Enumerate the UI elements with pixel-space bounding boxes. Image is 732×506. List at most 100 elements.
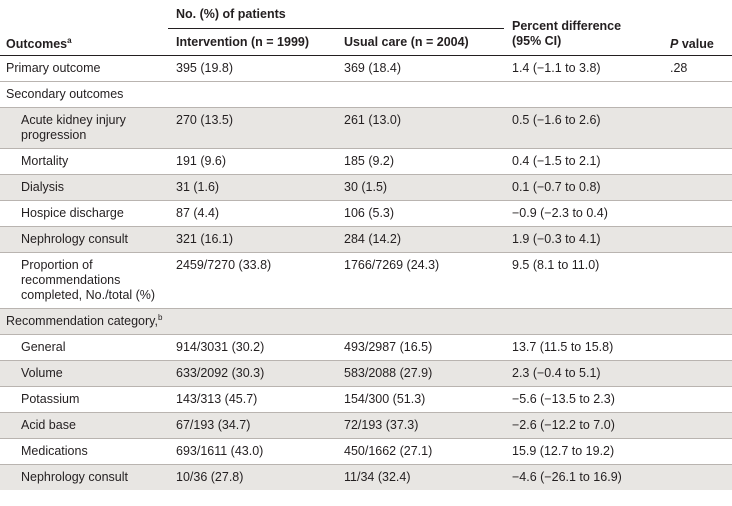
outcome-label-text: Medications [21, 444, 88, 458]
usual-care-value [336, 82, 504, 108]
percent-difference-value: 1.9 (−0.3 to 4.1) [512, 232, 601, 246]
p-value [670, 465, 732, 491]
patients-group-header: No. (%) of patients [168, 0, 504, 29]
intervention-value: 67/193 (34.7) [176, 418, 251, 432]
usual-care-value: 261 (13.0) [344, 113, 401, 127]
p-value [670, 309, 732, 335]
intervention-value: 633/2092 (30.3) [176, 366, 265, 380]
usual-care-value: 284 (14.2) [344, 232, 401, 246]
outcome-label: Secondary outcomes [0, 82, 168, 108]
intervention-value: 395 (19.8) [176, 61, 233, 75]
usual-care-value: 11/34 (32.4) [344, 470, 411, 484]
outcome-label: Proportion of recommendations completed,… [0, 253, 168, 309]
outcomes-footnote-marker: a [67, 35, 72, 45]
table-row: Nephrology consult 10/36 (27.8) 11/34 (32.… [0, 464, 732, 491]
outcome-label: Nephrology consult [0, 465, 168, 491]
outcome-label-text: Nephrology consult [21, 470, 129, 484]
outcomes-table: Outcomesa No. (%) of patients Percent di… [0, 0, 732, 490]
intervention-value: 31 (1.6) [176, 180, 220, 194]
intervention-column-header: Intervention (n = 1999) [176, 35, 310, 49]
usual-care-value: 72/193 (37.3) [344, 418, 419, 432]
percent-difference-value: −5.6 (−13.5 to 2.3) [512, 392, 615, 406]
outcome-label-text: Primary outcome [6, 61, 101, 75]
outcome-label-text: Acid base [21, 418, 76, 432]
intervention-value: 87 (4.4) [176, 206, 220, 220]
outcome-label-text: General [21, 340, 66, 354]
p-value [670, 335, 732, 361]
p-value [670, 361, 732, 387]
p-value [670, 82, 732, 108]
p-value [670, 387, 732, 413]
outcomes-header-text: Outcomes [6, 37, 68, 51]
percent-difference-value: 2.3 (−0.4 to 5.1) [512, 366, 601, 380]
usual-care-value: 1766/7269 (24.3) [344, 258, 440, 272]
p-value [670, 227, 732, 253]
usual-care-column-header: Usual care (n = 2004) [344, 35, 469, 49]
percent-difference-header: Percent difference (95% CI) [504, 0, 670, 56]
p-value [670, 108, 732, 149]
p-value [670, 175, 732, 201]
table-row: Acute kidney injury progression 270 (13.5… [0, 107, 732, 149]
p-value-rest: value [678, 37, 714, 51]
percent-difference-value: 1.4 (−1.1 to 3.8) [512, 61, 601, 75]
outcome-label-text: Volume [21, 366, 63, 380]
usual-care-value [336, 309, 504, 335]
intervention-value: 191 (9.6) [176, 154, 227, 168]
outcome-label: Potassium [0, 387, 168, 413]
table-row: Secondary outcomes [0, 82, 732, 108]
outcome-label: Acid base [0, 413, 168, 439]
outcome-label-text: Proportion of recommendations completed,… [21, 258, 156, 302]
outcome-label: Acute kidney injury progression [0, 108, 168, 149]
table-row: Mortality 191 (9.6) 185 (9.2) 0.4 (−1.5 to … [0, 149, 732, 175]
table-row: Acid base 67/193 (34.7) 72/193 (37.3) −2.6 … [0, 412, 732, 439]
p-value [670, 413, 732, 439]
table-row: Hospice discharge 87 (4.4) 106 (5.3) −0.9 (… [0, 201, 732, 227]
intervention-value: 10/36 (27.8) [176, 470, 244, 484]
usual-care-value: 369 (18.4) [344, 61, 401, 75]
outcome-label-text: Mortality [21, 154, 69, 168]
outcome-label: Mortality [0, 149, 168, 175]
p-value [670, 201, 732, 227]
outcome-label-text: Hospice discharge [21, 206, 124, 220]
intervention-value: 2459/7270 (33.8) [176, 258, 272, 272]
table-row: Dialysis 31 (1.6) 30 (1.5) 0.1 (−0.7 to 0.8… [0, 174, 732, 201]
table-row: Volume 633/2092 (30.3) 583/2088 (27.9) 2.3 … [0, 360, 732, 387]
p-value [670, 439, 732, 465]
percent-difference-value: 0.5 (−1.6 to 2.6) [512, 113, 601, 127]
percent-difference-value: 0.1 (−0.7 to 0.8) [512, 180, 601, 194]
outcome-label: Hospice discharge [0, 201, 168, 227]
table-body: Primary outcome 395 (19.8) 369 (18.4) 1.4 (… [0, 56, 732, 491]
percent-difference-value [504, 309, 670, 335]
percent-difference-value: 13.7 (11.5 to 15.8) [512, 340, 614, 354]
outcome-label-text: Potassium [21, 392, 80, 406]
percent-difference-value [504, 82, 670, 108]
intervention-value: 693/1611 (43.0) [176, 444, 264, 458]
p-letter: P [670, 37, 679, 51]
intervention-value: 143/313 (45.7) [176, 392, 258, 406]
outcome-label-text: Nephrology consult [21, 232, 129, 246]
table-row: Nephrology consult 321 (16.1) 284 (14.2) 1.… [0, 226, 732, 253]
outcome-label-text: Acute kidney injury progression [21, 113, 126, 142]
percent-difference-value: 15.9 (12.7 to 19.2) [512, 444, 615, 458]
percent-difference-value: 0.4 (−1.5 to 2.1) [512, 154, 601, 168]
percent-difference-value: 9.5 (8.1 to 11.0) [512, 258, 600, 272]
outcome-label-text: Dialysis [21, 180, 65, 194]
percent-difference-value: −4.6 (−26.1 to 16.9) [512, 470, 622, 484]
usual-care-value: 106 (5.3) [344, 206, 395, 220]
outcome-label-text: Secondary outcomes [6, 87, 124, 101]
intervention-value: 914/3031 (30.2) [176, 340, 265, 354]
p-value [670, 253, 732, 309]
intervention-value: 270 (13.5) [176, 113, 233, 127]
outcome-label: Dialysis [0, 175, 168, 201]
intervention-value [168, 309, 336, 335]
outcome-label: Recommendation category,b [0, 309, 168, 335]
footnote-marker: b [157, 312, 163, 322]
outcomes-column-header: Outcomesa [0, 0, 168, 56]
percent-difference-line1: Percent difference [512, 18, 622, 33]
table-row: Proportion of recommendations completed,… [0, 253, 732, 309]
table-row: General 914/3031 (30.2) 493/2987 (16.5) 13.… [0, 335, 732, 361]
usual-care-value: 493/2987 (16.5) [344, 340, 433, 354]
table-row: Recommendation category,b [0, 308, 732, 335]
outcome-label: Medications [0, 439, 168, 465]
usual-care-value: 450/1662 (27.1) [344, 444, 433, 458]
